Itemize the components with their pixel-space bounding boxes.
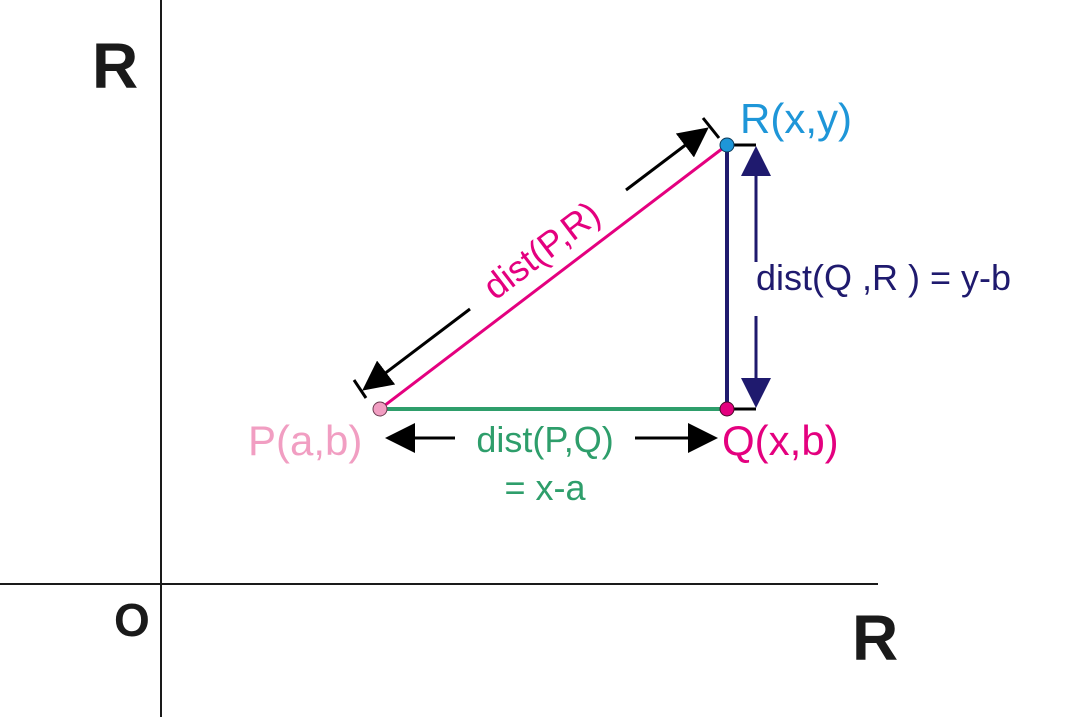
x-axis-label: R [852,602,898,674]
point-r-label: R(x,y) [740,95,852,142]
point-p [372,401,388,417]
pq-distance-formula: = x-a [504,467,586,508]
pr-end-tick-bottom [352,379,368,399]
point-q [719,401,735,417]
point-q-label: Q(x,b) [722,417,839,464]
point-r [719,137,735,153]
point-p-label: P(a,b) [248,417,362,464]
pr-arrow-upper [625,127,709,192]
y-axis-label: R [92,30,138,102]
origin-label: O [114,594,150,646]
segment-pr [379,143,728,411]
pq-distance-label: dist(P,Q) [476,419,613,460]
qr-distance-label: dist(Q ,R ) = y-b [756,257,1011,298]
pr-arrow-lower [362,307,471,391]
pr-end-tick-top [701,117,721,139]
